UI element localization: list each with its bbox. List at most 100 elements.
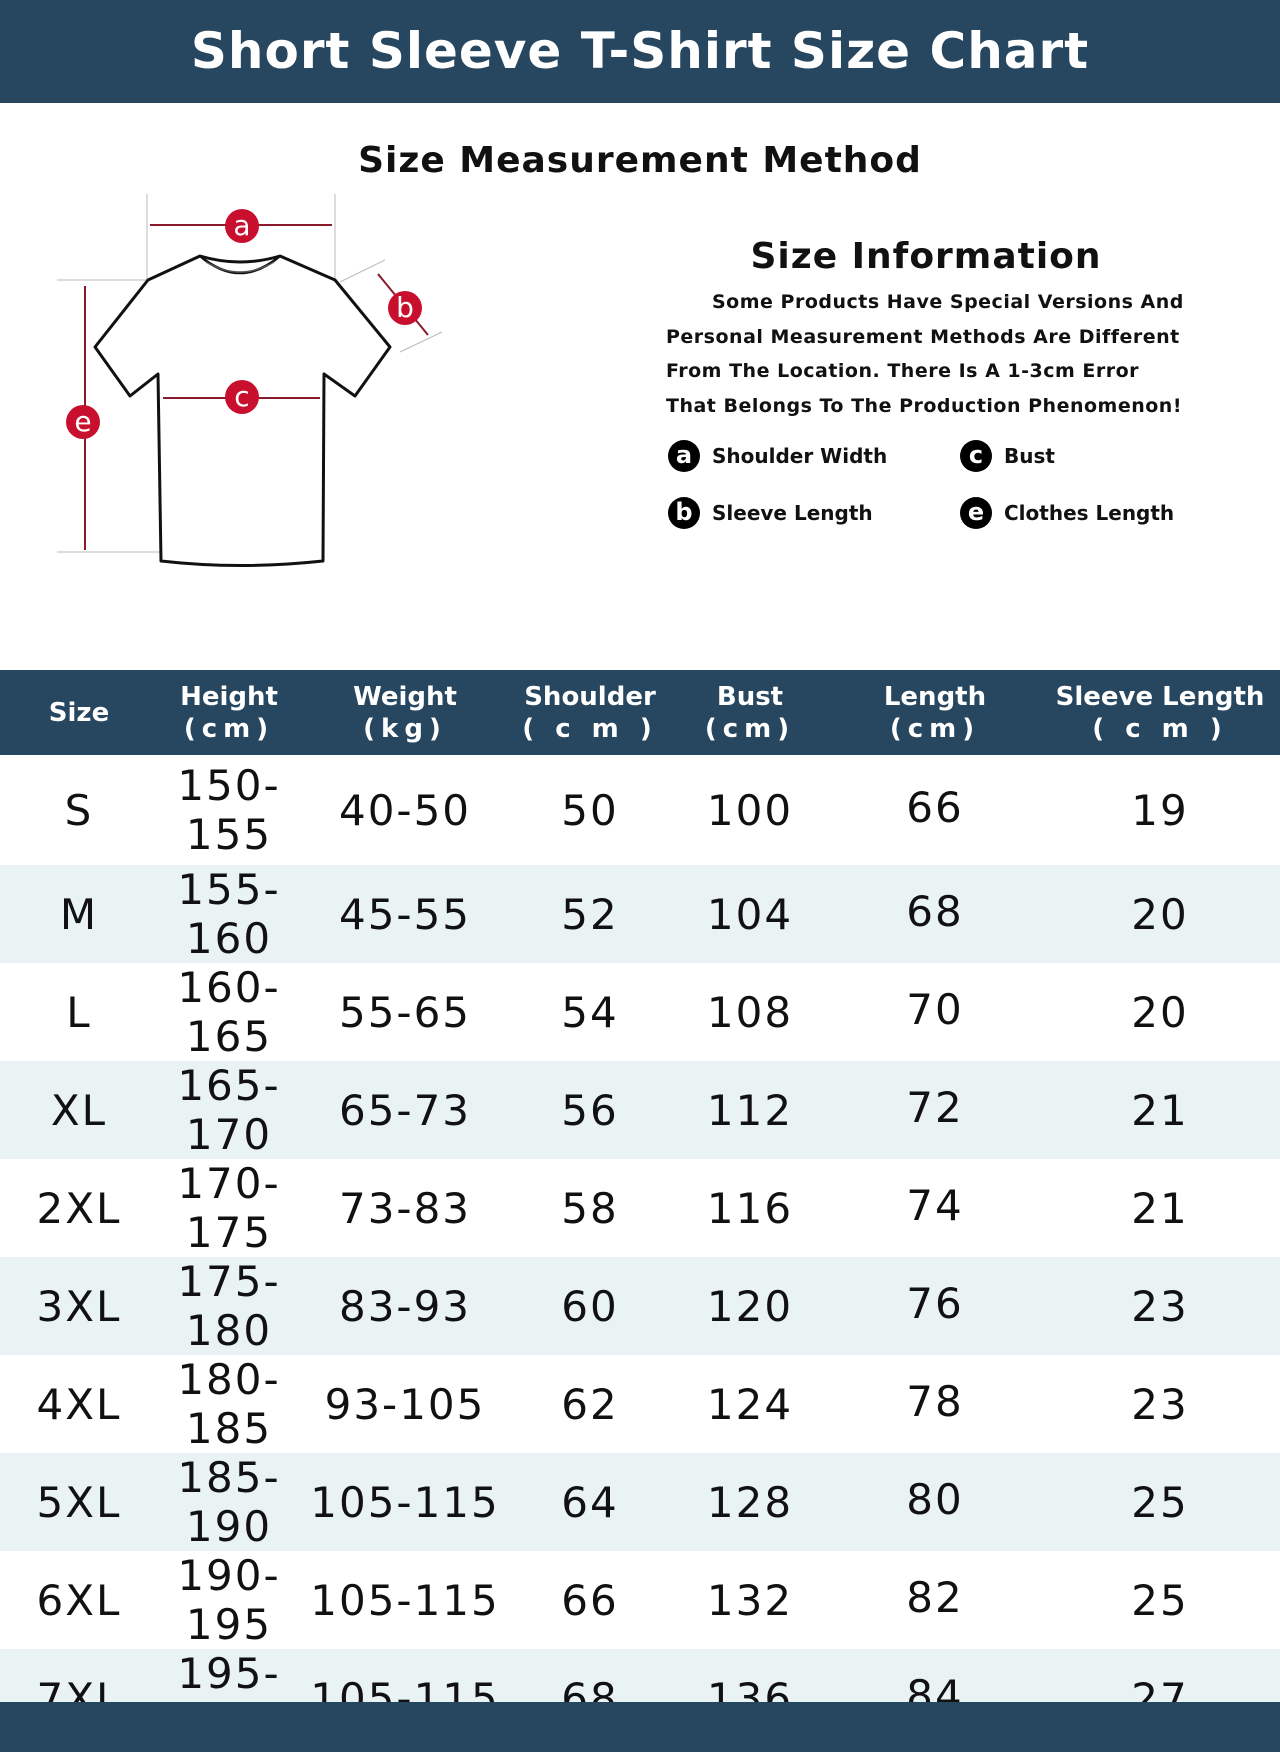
table-cell: 70	[906, 984, 964, 1034]
table-cell: 124	[706, 1379, 794, 1429]
column-unit: (cm)	[889, 713, 981, 744]
marker-e	[66, 405, 100, 439]
badge-b-icon: b	[668, 497, 700, 529]
marker-b	[388, 291, 422, 325]
table-cell: 150-155	[177, 761, 281, 859]
table-cell: S	[64, 785, 94, 835]
column-name: Sleeve Length	[1055, 681, 1265, 712]
table-cell: 74	[906, 1180, 964, 1230]
size-table: Size Height (cm) Weight (kg) Shoulder( c m ) B…	[0, 670, 1280, 1747]
table-cell: 80	[906, 1474, 964, 1524]
table-row: S 150-155 40-50 50 100 66 19	[0, 755, 1280, 865]
table-cell: 23	[1131, 1379, 1189, 1429]
column-name: Length	[883, 681, 987, 712]
column-name: Weight	[353, 681, 457, 712]
marker-e-label: e	[74, 405, 91, 438]
table-row: XL 165-170 65-73 56 112 72 21	[0, 1061, 1280, 1159]
table-row: M 155-160 45-55 52 104 68 20	[0, 865, 1280, 963]
size-information-text: Some Products Have Special Versions And …	[666, 291, 1184, 417]
table-cell: 5XL	[36, 1477, 122, 1527]
table-cell: 20	[1131, 987, 1189, 1037]
table-cell: 190-195	[177, 1551, 281, 1649]
table-cell: 56	[561, 1085, 619, 1135]
marker-b-label: b	[396, 291, 414, 324]
badge-e-icon: e	[960, 497, 992, 529]
table-cell: 62	[561, 1379, 619, 1429]
table-cell: 112	[706, 1085, 794, 1135]
column-unit: (kg)	[363, 713, 447, 744]
table-cell: 58	[561, 1183, 619, 1233]
marker-a-label: a	[233, 209, 250, 242]
legend-item-shoulder: a Shoulder Width	[668, 440, 887, 472]
table-cell: 45-55	[338, 889, 472, 939]
column-header: Height (cm)	[158, 670, 300, 755]
marker-c	[225, 380, 259, 414]
column-header: Shoulder( c m )	[510, 670, 670, 755]
footer-bar	[0, 1702, 1280, 1752]
column-name: Bust	[716, 681, 784, 712]
table-cell: 73-83	[338, 1183, 472, 1233]
table-cell: 180-185	[177, 1355, 281, 1453]
table-cell: 52	[561, 889, 619, 939]
table-cell: 2XL	[36, 1183, 122, 1233]
table-cell: 116	[706, 1183, 794, 1233]
table-cell: 155-160	[177, 865, 281, 963]
legend-item-sleeve: b Sleeve Length	[668, 497, 873, 529]
table-cell: 68	[906, 886, 964, 936]
table-row: 2XL 170-175 73-83 58 116 74 21	[0, 1159, 1280, 1257]
column-name: Height	[180, 681, 278, 712]
table-cell: 120	[706, 1281, 794, 1331]
table-cell: 66	[906, 782, 964, 832]
table-cell: 64	[561, 1477, 619, 1527]
badge-c-icon: c	[960, 440, 992, 472]
table-cell: 25	[1131, 1477, 1189, 1527]
column-unit: ( c m )	[1092, 713, 1228, 744]
table-cell: 78	[906, 1376, 964, 1426]
table-cell: 82	[906, 1572, 964, 1622]
tshirt-measurement-diagram: a b c e	[57, 194, 443, 567]
table-header-row: Size Height (cm) Weight (kg) Shoulder( c m ) B…	[0, 670, 1280, 755]
column-header: Bust (cm)	[670, 670, 830, 755]
column-name: Size	[48, 697, 110, 728]
column-header: Weight (kg)	[300, 670, 510, 755]
table-cell: 132	[706, 1575, 794, 1625]
table-cell: 170-175	[177, 1159, 281, 1257]
column-unit: ( c m )	[522, 713, 658, 744]
table-cell: 108	[706, 987, 794, 1037]
size-information: Size Information Some Products Have Spec…	[666, 236, 1186, 423]
badge-a-icon: a	[668, 440, 700, 472]
table-cell: 105-115	[310, 1477, 500, 1527]
table-cell: 128	[706, 1477, 794, 1527]
table-cell: 25	[1131, 1575, 1189, 1625]
table-cell: L	[66, 987, 92, 1037]
table-cell: 104	[706, 889, 794, 939]
table-row: 3XL 175-180 83-93 60 120 76 23	[0, 1257, 1280, 1355]
table-cell: 20	[1131, 889, 1189, 939]
marker-a	[225, 209, 259, 243]
marker-c-label: c	[234, 380, 249, 413]
table-cell: 4XL	[36, 1379, 122, 1429]
page-title: Short Sleeve T-Shirt Size Chart	[0, 0, 1280, 103]
table-cell: M	[59, 889, 99, 939]
table-cell: 66	[561, 1575, 619, 1625]
column-unit: (cm)	[704, 713, 796, 744]
table-row: 4XL 180-185 93-105 62 124 78 23	[0, 1355, 1280, 1453]
table-cell: 165-170	[177, 1061, 281, 1159]
table-cell: 83-93	[338, 1281, 472, 1331]
table-cell: 65-73	[338, 1085, 472, 1135]
table-cell: 21	[1131, 1085, 1189, 1135]
table-row: L 160-165 55-65 54 108 70 20	[0, 963, 1280, 1061]
table-cell: 40-50	[338, 785, 472, 835]
table-cell: 93-105	[324, 1379, 486, 1429]
table-cell: 23	[1131, 1281, 1189, 1331]
table-cell: 175-180	[177, 1257, 281, 1355]
table-cell: 160-165	[177, 963, 281, 1061]
size-information-title: Size Information	[750, 236, 1102, 277]
column-unit: (cm)	[183, 713, 275, 744]
table-cell: 21	[1131, 1183, 1189, 1233]
legend-item-bust: c Bust	[960, 440, 1055, 472]
table-cell: 3XL	[36, 1281, 122, 1331]
table-cell: 19	[1131, 785, 1189, 835]
column-name: Shoulder	[524, 681, 656, 712]
table-cell: 50	[561, 785, 619, 835]
